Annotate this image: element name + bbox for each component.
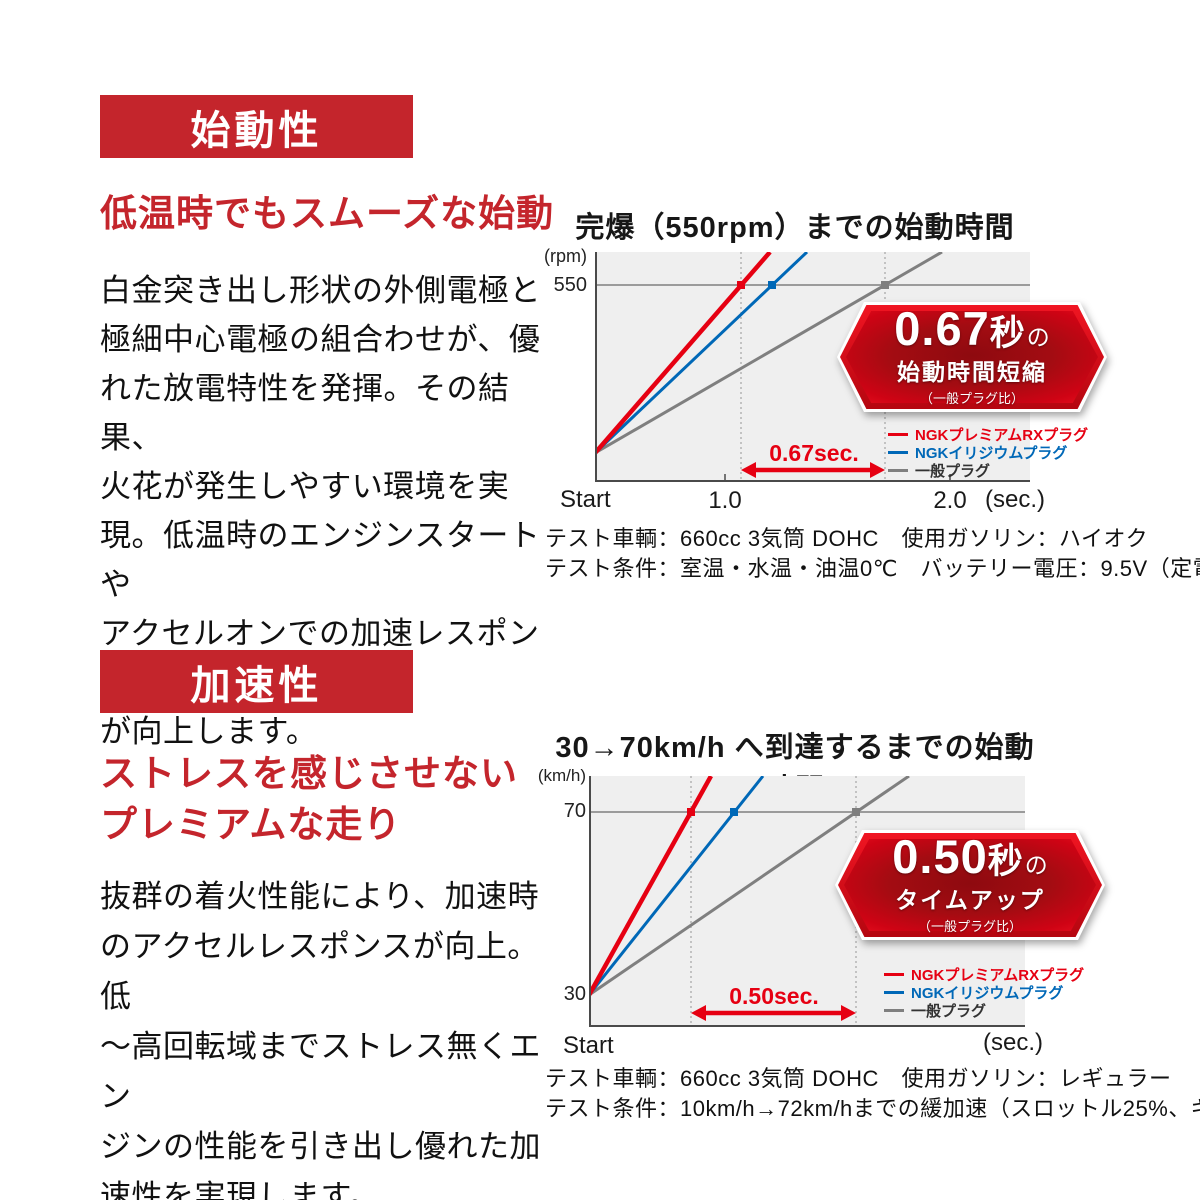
start-chart-title: 完爆（550rpm）までの始動時間 (575, 212, 1015, 244)
y-axis-550-label: 550 (553, 274, 587, 296)
legend-label: NGKプレミアムRXプラグ (915, 426, 1089, 444)
legend-label: NGKイリジウムプラグ (911, 984, 1064, 1002)
x-axis-unit-label: (sec.) (983, 1029, 1043, 1056)
duration-arrow-label: 0.67sec. (769, 440, 859, 466)
accel-chart-legend: NGKプレミアムRXプラグ NGKイリジウムプラグ 一般プラグ (884, 966, 1085, 1020)
section-start-badge: 始動性 (100, 95, 413, 158)
red-line-swatch-icon (884, 972, 904, 976)
badge-note: （一般プラグ比） (917, 919, 1022, 934)
legend-item-iridium: NGKイリジウムプラグ (884, 984, 1084, 1002)
red-line-swatch-icon (888, 432, 908, 436)
duration-arrow-head-right (870, 462, 885, 478)
badge-fill (846, 311, 1098, 403)
iridium-marker (730, 808, 738, 816)
x-axis-1sec-label: 1.0 (708, 487, 742, 514)
section-accel-badge: 加速性 (100, 650, 413, 713)
test-vehicle-line: テスト車輌：660cc 3気筒 DOHC 使用ガソリン：ハイオク (545, 526, 1149, 551)
iridium-marker (768, 281, 776, 289)
badge-headline: 0.50 秒 の (892, 830, 1048, 887)
x-axis-unit-label: (sec.) (985, 486, 1045, 513)
badge-unit: 秒 (989, 314, 1025, 353)
legend-item-iridium: NGKイリジウムプラグ (888, 444, 1088, 462)
duration-arrow-label: 0.50sec. (729, 983, 819, 1009)
premium-rx-marker (737, 281, 745, 289)
axes (595, 252, 1030, 482)
accel-test-info: テスト車輌：660cc 3気筒 DOHC 使用ガソリン：レギュラー テスト条件：… (545, 1064, 1200, 1124)
blue-line-swatch-icon (884, 990, 904, 994)
duration-arrow-head-left (691, 1005, 706, 1021)
badge-unit: 秒 (987, 842, 1023, 881)
duration-arrow-head-right (841, 1005, 856, 1021)
section-accel-heading: ストレスを感じさせない プレミアムな走り (100, 753, 518, 845)
badge-particle: の (1024, 852, 1048, 878)
badge-headline: 0.67 秒 の (894, 302, 1050, 359)
badge-particle: の (1026, 324, 1050, 350)
badge-value: 0.67 (894, 302, 990, 355)
blue-line-swatch-icon (888, 450, 908, 454)
gray-line-swatch-icon (884, 1008, 904, 1012)
badge-subtitle: 始動時間短縮 (897, 359, 1047, 385)
legend-label: 一般プラグ (911, 1002, 987, 1020)
y-axis-30-label: 30 (563, 983, 586, 1005)
legend-item-standard: 一般プラグ (888, 462, 1088, 480)
standard-marker (852, 808, 860, 816)
axes (589, 776, 1025, 1027)
legend-label: NGKイリジウムプラグ (915, 444, 1068, 462)
x-axis-start-label: Start (563, 1032, 614, 1059)
start-time-badge: 0.67 秒 の 始動時間短縮 （一般プラグ比） (837, 302, 1107, 412)
badge-subtitle: タイムアップ (895, 887, 1045, 913)
legend-label: NGKプレミアムRXプラグ (911, 966, 1085, 984)
test-vehicle-line: テスト車輌：660cc 3気筒 DOHC 使用ガソリン：レギュラー (545, 1066, 1172, 1091)
standard-marker (881, 281, 889, 289)
badge-value: 0.50 (892, 830, 988, 883)
x-axis-start-label: Start (560, 486, 611, 513)
accel-time-badge: 0.50 秒 の タイムアップ （一般プラグ比） (835, 830, 1105, 940)
badge-text: 0.50 秒 の タイムアップ （一般プラグ比） (835, 830, 1105, 940)
gray-line-swatch-icon (888, 468, 908, 472)
badge-note: （一般プラグ比） (919, 391, 1024, 406)
badge-fill (844, 839, 1096, 931)
x-axis-2sec-label: 2.0 (933, 487, 967, 514)
section-start-heading: 低温時でもスムーズな始動 (100, 193, 555, 234)
y-axis-unit-label: (km/h) (537, 766, 586, 785)
section-accel-body: 抜群の着火性能により、加速時 のアクセルレスポンスが向上。低 ～高回転域までスト… (100, 879, 541, 1200)
section-start-body: 白金突き出し形状の外側電極と 極細中心電極の組合わせが、優 れた放電特性を発揮。… (100, 273, 541, 749)
start-test-info: テスト車輌：660cc 3気筒 DOHC 使用ガソリン：ハイオク テスト条件：室… (545, 524, 1200, 584)
legend-item-standard: 一般プラグ (884, 1002, 1084, 1020)
start-chart-legend: NGKプレミアムRXプラグ NGKイリジウムプラグ 一般プラグ (888, 426, 1089, 480)
test-conditions-line: テスト条件：10km/h→72km/hまでの緩加速（スロットル25%、ギア2速） (545, 1096, 1200, 1121)
y-axis-70-label: 70 (563, 800, 586, 822)
y-axis-unit-label: (rpm) (544, 246, 587, 266)
premium-rx-marker (687, 808, 695, 816)
legend-label: 一般プラグ (915, 462, 991, 480)
badge-text: 0.67 秒 の 始動時間短縮 （一般プラグ比） (837, 302, 1107, 412)
duration-arrow-head-left (741, 462, 756, 478)
legend-item-premium-rx: NGKプレミアムRXプラグ (884, 966, 1085, 984)
test-conditions-line: テスト条件：室温・水温・油温0℃ バッテリー電圧：9.5V（定電圧使用） (545, 556, 1200, 581)
legend-item-premium-rx: NGKプレミアムRXプラグ (888, 426, 1089, 444)
